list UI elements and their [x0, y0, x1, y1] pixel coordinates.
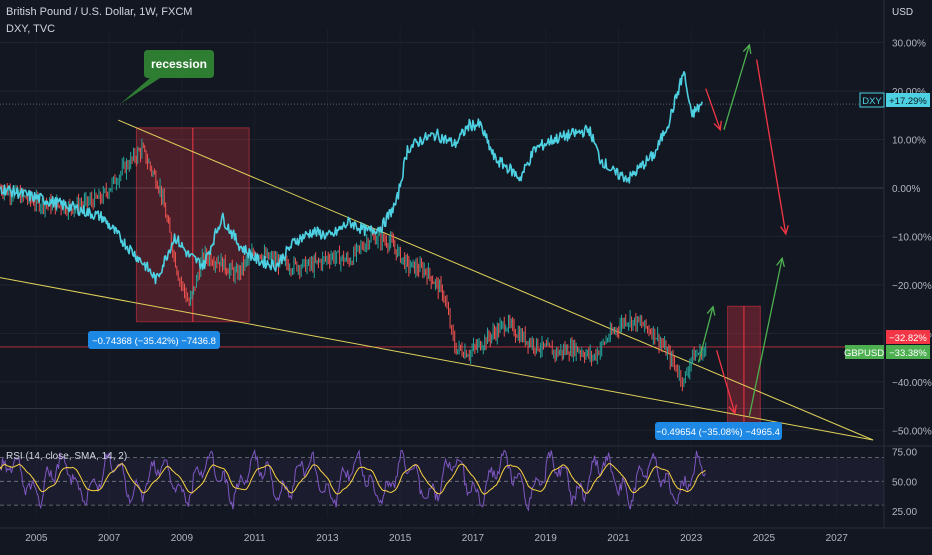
x-tick-label: 2009 — [171, 533, 194, 544]
measure-box-2008[interactable]: −0.74368 (−35.42%) −7436.8 — [88, 331, 220, 349]
gbp-arrow-up-2 — [748, 258, 783, 416]
measure-box-2024[interactable]: −0.49654 (−35.08%) −4965.4 — [655, 422, 782, 440]
gbp-arrow-up-1-head — [706, 305, 716, 316]
x-tick-label: 2023 — [680, 533, 703, 544]
y-tick-label: −40.00% — [892, 378, 932, 389]
rsi-line — [0, 448, 706, 512]
x-tick-label: 2017 — [462, 533, 485, 544]
currency-label: USD — [892, 7, 913, 18]
y-tick-label: 30.00% — [892, 39, 926, 50]
x-tick-label: 2021 — [607, 533, 630, 544]
dxy-arrow-down-2 — [756, 59, 787, 235]
y-tick-label: −50.00% — [892, 426, 932, 437]
dxy-arrow-up — [723, 44, 751, 130]
x-tick-label: 2015 — [389, 533, 412, 544]
compare-symbol: DXY, TVC — [6, 23, 55, 35]
gbpusd-badge[interactable]: GBPUSD −33.38% — [844, 345, 930, 359]
measure-text-2024: −0.49654 (−35.08%) −4965.4 — [656, 427, 780, 438]
rsi-label: RSI (14, close, SMA, 14, 2) — [6, 451, 127, 462]
x-tick-label: 2019 — [535, 533, 558, 544]
dxy-arrow-up-head — [742, 43, 752, 54]
red-price-badge[interactable]: −32.82% — [886, 330, 930, 344]
x-tick-label: 2007 — [98, 533, 121, 544]
y-tick-label: −20.00% — [892, 281, 932, 292]
dxy-arrow-down-2-head — [780, 225, 789, 236]
y-tick-label: 20.00% — [892, 87, 926, 98]
dxy-badge-value: +17.29% — [889, 96, 927, 107]
x-tick-label: 2013 — [316, 533, 339, 544]
lower-trendline — [0, 277, 874, 441]
y-tick-label: 0.00% — [892, 184, 920, 195]
y-tick-label: 10.00% — [892, 135, 926, 146]
rsi-ma-line — [0, 463, 706, 495]
rsi-tick-label: 50.00 — [892, 477, 917, 488]
rsi-tick-label: 25.00 — [892, 507, 917, 518]
recession-callout[interactable]: recession — [120, 50, 214, 104]
gbp-arrow-up-1 — [697, 306, 714, 363]
dxy-badge-label: DXY — [862, 96, 882, 107]
dxy-badge[interactable]: DXY +17.29% — [859, 92, 930, 108]
upper-trendline — [118, 119, 874, 441]
x-tick-label: 2027 — [826, 533, 849, 544]
gbpusd-badge-label: GBPUSD — [844, 348, 884, 359]
y-tick-label: −10.00% — [892, 232, 932, 243]
red-price-value: −32.82% — [889, 333, 927, 344]
x-tick-label: 2025 — [753, 533, 776, 544]
dxy-arrow-down-1 — [705, 88, 721, 131]
x-tick-label: 2011 — [244, 533, 266, 544]
symbol-title: British Pound / U.S. Dollar, 1W, FXCM — [6, 6, 192, 18]
gbpusd-badge-value: −33.38% — [889, 348, 927, 359]
rsi-tick-label: 75.00 — [892, 448, 917, 459]
gbp-arrow-up-2-head — [776, 256, 785, 268]
dxy-line — [0, 71, 703, 285]
x-tick-label: 2005 — [25, 533, 48, 544]
gbp-arrow-down-head — [728, 404, 738, 415]
dxy-arrow-down-1-head — [713, 120, 722, 132]
recession-label: recession — [151, 57, 207, 71]
gbp-arrow-down — [716, 350, 736, 414]
measure-text-2008: −0.74368 (−35.42%) −7436.8 — [92, 336, 216, 347]
